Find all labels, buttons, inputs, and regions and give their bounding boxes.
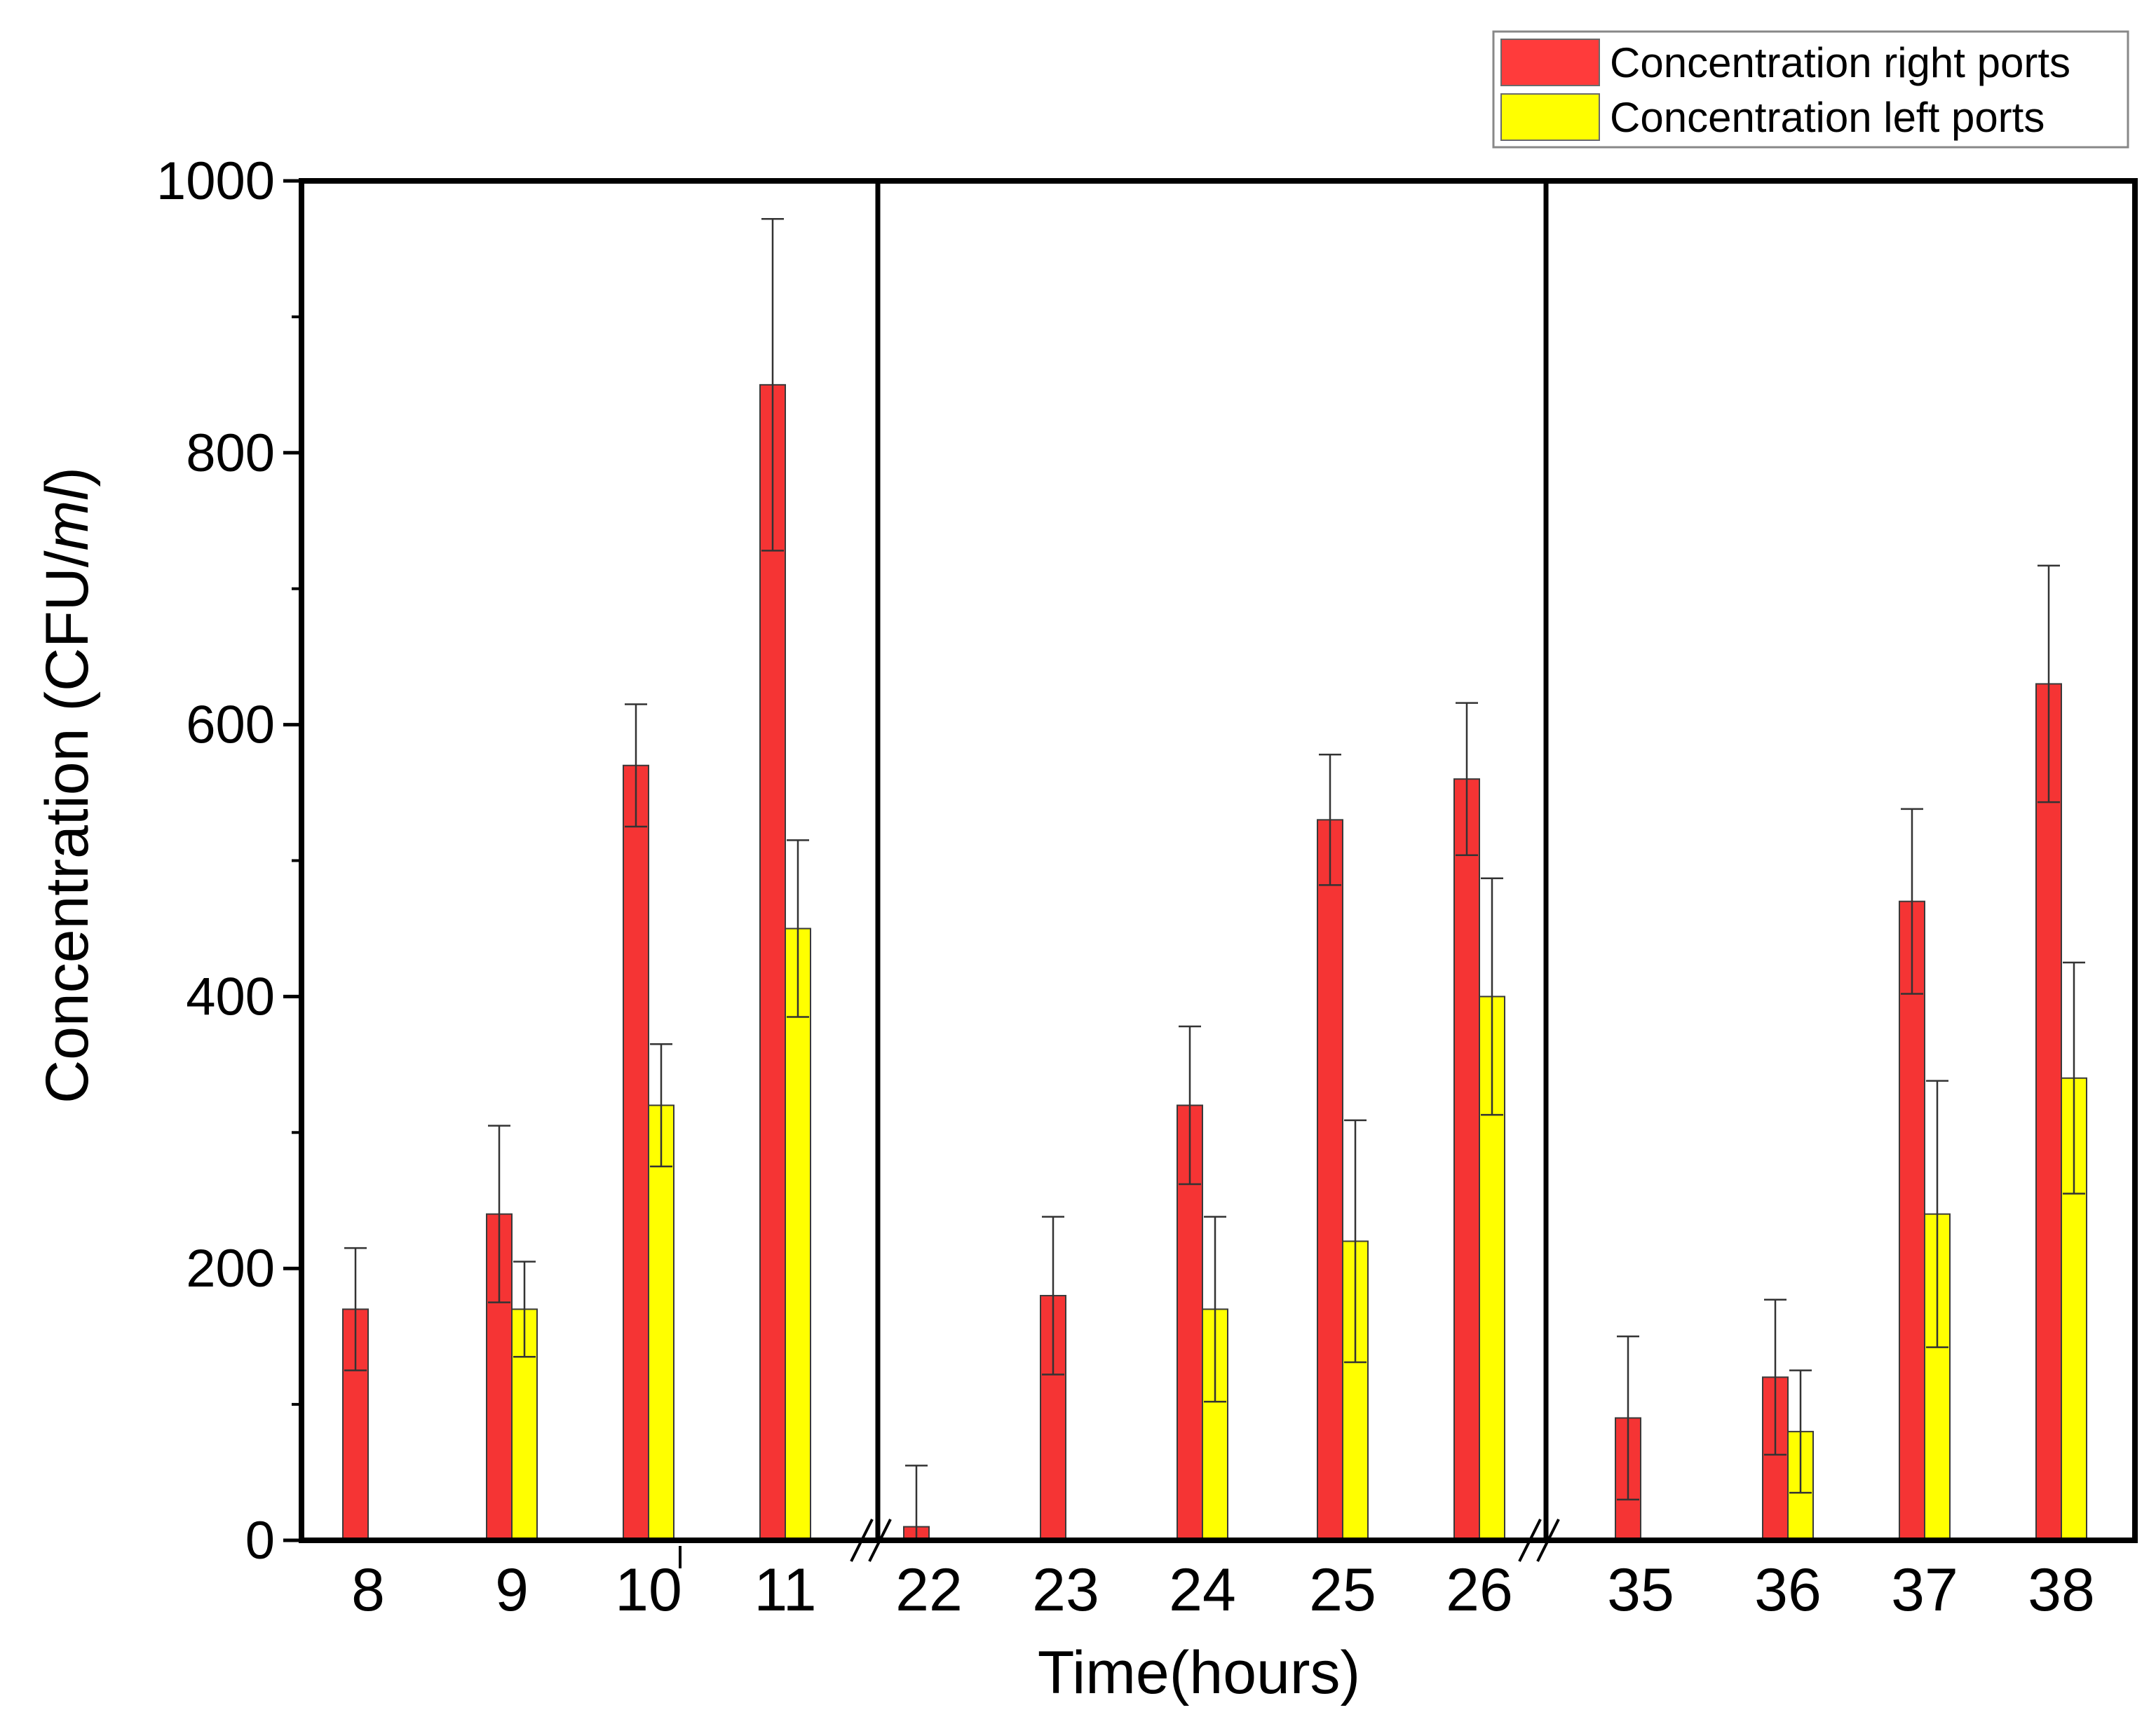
axis-break-2 [1518, 1519, 1560, 1562]
legend-label-left-ports: Concentration left ports [1610, 94, 2045, 141]
y-tick-label-200: 200 [186, 1239, 275, 1298]
y-tick-label-400: 400 [186, 967, 275, 1026]
y-axis-title-suffix: ) [34, 467, 101, 487]
error-bar-left-24 [1204, 1216, 1226, 1403]
error-bar-left-36 [1789, 1369, 1812, 1494]
error-bar-right-10 [625, 703, 647, 828]
error-bar-right-35 [1617, 1335, 1639, 1501]
x-axis-title: Time(hours) [1038, 1639, 1360, 1706]
x-tick-label-10: 10 [615, 1556, 682, 1624]
bar-left-11 [785, 928, 811, 1541]
x-tick-label-11: 11 [754, 1556, 816, 1624]
x-tick-label-26: 26 [1446, 1556, 1513, 1624]
axis-break-1 [850, 1519, 892, 1562]
y-axis-title-prefix: Concentration (CFU/ [34, 550, 101, 1104]
axis-break-slash [850, 1519, 874, 1562]
error-bar-right-9 [488, 1125, 510, 1303]
error-bar-left-10 [650, 1043, 672, 1168]
y-tick-label-1000: 1000 [156, 151, 275, 211]
x-tick-label-24: 24 [1169, 1556, 1236, 1624]
bar-right-38 [2035, 683, 2062, 1541]
y-tick-label-0: 0 [245, 1511, 275, 1570]
y-tick-label-800: 800 [186, 423, 275, 483]
y-axis-title-italic: ml [34, 485, 101, 551]
x-tick-label-9: 9 [495, 1556, 529, 1624]
plot-frame [283, 178, 2138, 1568]
x-tick-label-23: 23 [1032, 1556, 1099, 1624]
bar-right-25 [1317, 819, 1343, 1541]
error-bar-left-26 [1481, 877, 1503, 1116]
legend-swatch-left-ports [1500, 93, 1600, 141]
x-tick-label-36: 36 [1754, 1556, 1822, 1624]
bar-right-26 [1453, 778, 1480, 1541]
axis-labels-layer: 0 200 400 600 800 1000 8 9 10 11 22 23 24 25 26 35 36 37 3… [156, 151, 2095, 1624]
x-tick-label-37: 37 [1891, 1556, 1958, 1624]
y-tick-label-600: 600 [186, 695, 275, 755]
error-bar-left-25 [1344, 1119, 1367, 1364]
error-bar-right-8 [344, 1247, 367, 1371]
axis-break-slash [1536, 1519, 1560, 1562]
y-axis-title: Concentration (CFU/ml) [34, 467, 101, 1104]
error-bar-right-36 [1764, 1298, 1787, 1456]
error-bar-right-11 [761, 218, 784, 552]
error-bar-left-37 [1926, 1080, 1948, 1348]
bar-right-10 [623, 764, 649, 1541]
x-tick-label-8: 8 [351, 1556, 385, 1624]
axis-break-slash [1518, 1519, 1542, 1562]
error-bar-right-23 [1042, 1216, 1064, 1376]
error-bar-right-38 [2038, 564, 2060, 803]
legend: Concentration right ports Concentration … [1492, 30, 2129, 149]
x-tick-label-22: 22 [895, 1556, 963, 1624]
error-bar-left-9 [513, 1261, 536, 1358]
axis-break-slash [868, 1519, 892, 1562]
x-tick-label-35: 35 [1607, 1556, 1674, 1624]
error-bar-right-26 [1456, 702, 1478, 856]
legend-label-right-ports: Concentration right ports [1610, 39, 2070, 86]
bar-right-37 [1899, 900, 1925, 1542]
legend-swatch-right-ports [1500, 39, 1600, 86]
bar-right-11 [759, 384, 786, 1541]
error-bar-right-25 [1319, 754, 1341, 886]
x-tick-label-25: 25 [1309, 1556, 1376, 1624]
error-bars-layer [344, 218, 2085, 1542]
error-bar-right-24 [1179, 1025, 1201, 1186]
x-tick-label-38: 38 [2028, 1556, 2095, 1624]
error-bar-left-38 [2063, 961, 2085, 1195]
bar-left-10 [648, 1104, 674, 1541]
error-bar-left-11 [787, 839, 809, 1018]
error-bar-right-37 [1901, 808, 1923, 995]
